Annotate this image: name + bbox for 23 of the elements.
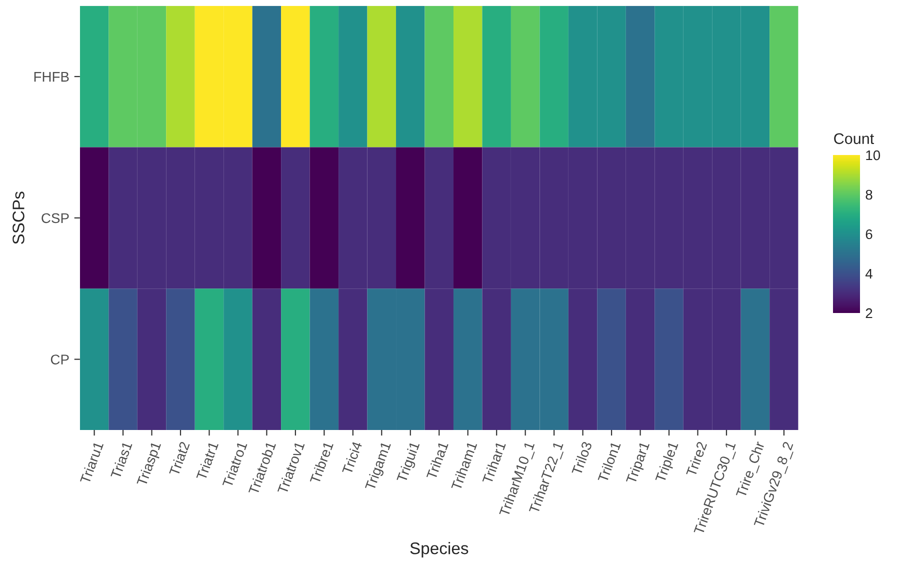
x-tick-label: Triaru1 <box>80 441 104 484</box>
x-tick-label: Trilo3 <box>571 440 592 476</box>
x-tick-label: Trigui1 <box>396 441 422 484</box>
color-bar-label: 2 <box>866 308 872 318</box>
color-bar-label: 10 <box>866 150 880 160</box>
x-tick-label: Trias1 <box>110 441 132 480</box>
y-tick-label: CP <box>50 354 69 364</box>
x-tick-label: Tripar1 <box>626 441 652 486</box>
x-tick-label: Triha1 <box>426 441 448 480</box>
color-bar-title: Count <box>834 133 874 144</box>
color-bar-label: 4 <box>865 268 872 279</box>
x-tick-label: Trici4 <box>342 440 362 475</box>
x-tick-label: Triple1 <box>654 441 681 484</box>
color-bar-label: 8 <box>866 190 872 200</box>
x-axis-title: Species <box>410 542 468 558</box>
x-tick-label: Tribre1 <box>309 441 334 484</box>
x-tick-label: Triatr1 <box>196 441 219 481</box>
x-tick-label: Triat2 <box>168 441 190 476</box>
color-bar-label: 6 <box>866 229 872 240</box>
y-tick-label: FHFB <box>34 72 69 82</box>
y-axis-title: SSCPs <box>12 192 24 244</box>
y-tick-label: CSP <box>42 213 69 224</box>
x-tick-label: Trilon1 <box>597 441 621 483</box>
